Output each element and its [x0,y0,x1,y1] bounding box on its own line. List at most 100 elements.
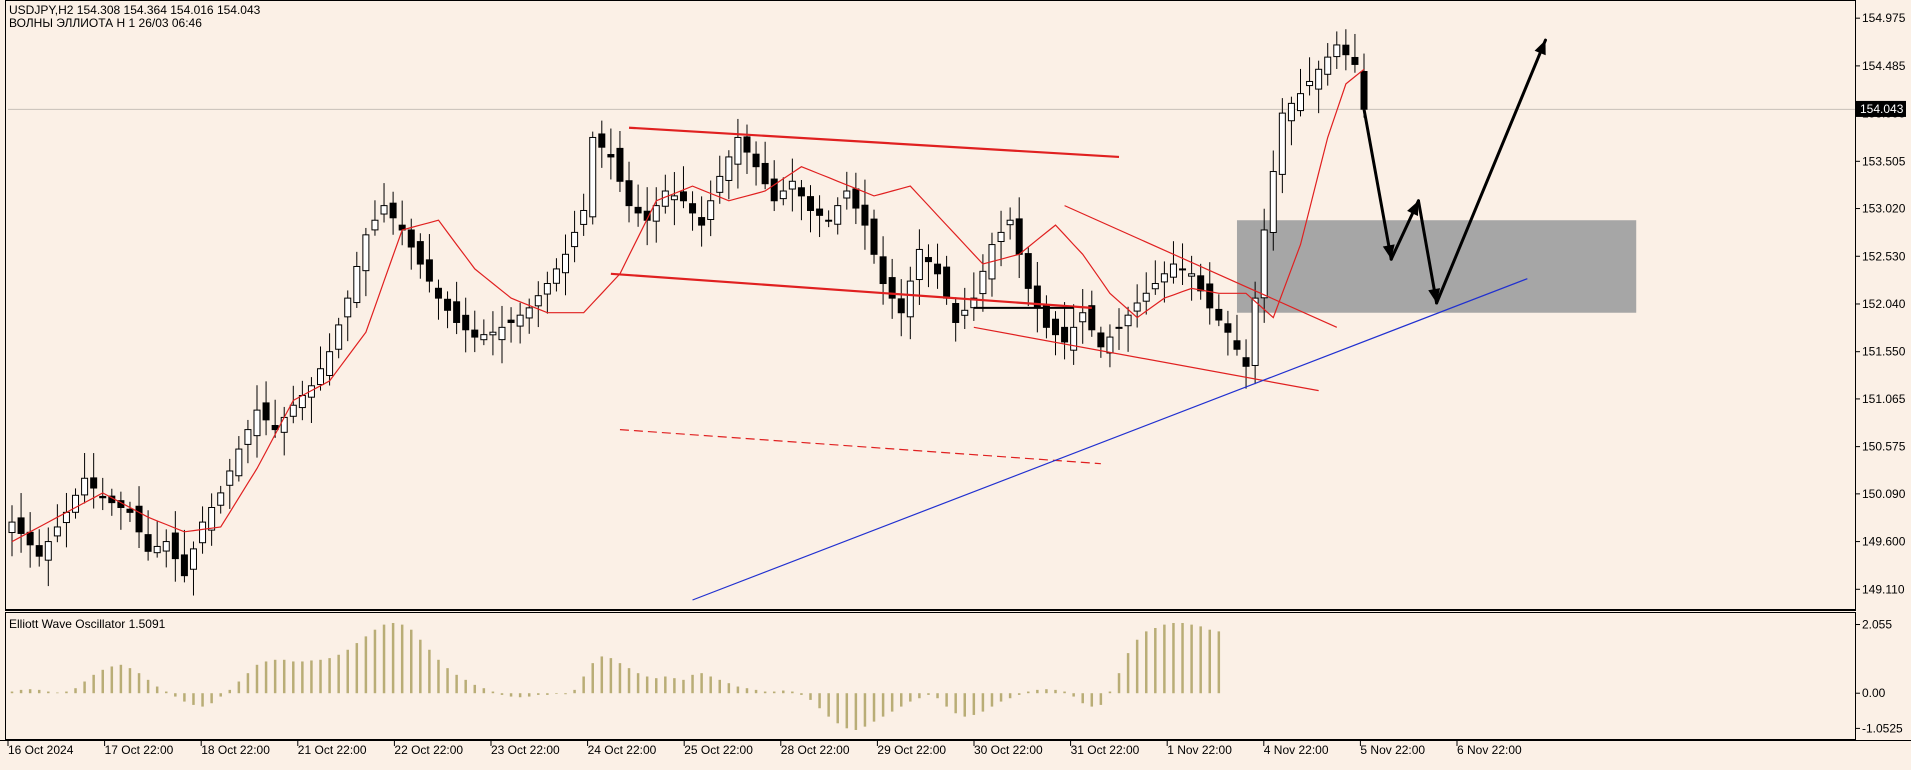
candle-body-bear [453,301,461,323]
candle-body-bull [661,190,669,207]
indicator-header: ВОЛНЫ ЭЛЛИОТА H 1 26/03 06:46 [9,16,202,30]
candle [1215,294,1223,327]
candle-body-bear [743,136,751,153]
candle-body-bull [915,248,923,281]
candle-body-bull [843,190,851,199]
candle [1306,57,1314,96]
candle-body-bear [471,329,479,338]
candle [634,184,642,227]
candle [1097,326,1105,358]
candle-body-bull [162,541,170,552]
candle-body-bull [498,326,506,341]
candle-body-bear [1024,253,1032,289]
candle-body-bull [1142,292,1150,302]
candle [153,521,161,558]
candle [380,183,388,223]
forecast-segment [1416,199,1439,305]
candle [35,529,43,567]
candle [1342,29,1350,71]
price-tick-label: 150.575 [1862,440,1906,454]
candle [271,399,279,438]
candle-body-bull [1251,297,1259,366]
candle-body-bull [589,136,597,218]
time-tick-label: 30 Oct 22:00 [974,743,1043,757]
candle [81,452,89,504]
candle-body-bear [126,508,134,513]
candle-body-bear [761,162,769,185]
time-tick-label: 1 Nov 22:00 [1167,743,1232,757]
candle [661,174,669,214]
candle [498,305,506,364]
forecast-arrowhead [1534,40,1546,56]
candle-body-bear [1088,305,1096,331]
candle-body-bull [289,404,297,417]
candle-body-bear [1342,44,1350,56]
candle-body-bull [1115,326,1123,329]
symbol-header: USDJPY,H2 154.308 154.364 154.016 154.04… [9,3,261,17]
candle-body-bull [53,526,61,537]
candle [117,491,125,530]
candle [797,180,805,221]
candle-body-bear [434,287,442,299]
candle-body-bear [897,298,905,314]
candle [180,529,188,583]
candle [1033,261,1041,333]
current-price-box [1856,100,1906,117]
candle-body-bull [1324,56,1332,75]
candle-body-bull [562,253,570,274]
candle [344,290,352,342]
candle-body-bear [180,554,188,577]
candle-body-bear [425,259,433,282]
candle [852,172,860,225]
time-tick-label: 18 Oct 22:00 [201,743,270,757]
candle [244,419,252,464]
candle-body-bull [489,331,497,336]
candle [1278,98,1286,194]
candle-body-bear [816,208,824,216]
candle-body-bull [280,416,288,433]
candle-body-bear [1360,71,1368,110]
candle-body-bear [770,178,778,202]
candle [1233,314,1241,356]
candle-body-bull [371,219,379,231]
candle-body-bull [72,494,80,513]
candle-body-bear [943,266,951,299]
candle [208,493,216,546]
candle-body-bull [734,136,742,165]
time-tick-label: 29 Oct 22:00 [877,743,946,757]
price-tick-label: 153.020 [1862,202,1906,216]
candle-body-bear [807,196,815,211]
price-tick-label: 154.975 [1862,11,1906,25]
candle-body-bear [679,191,687,202]
candle [961,287,969,329]
candle [171,511,179,582]
candle [62,492,70,548]
candle-body-bull [317,368,325,386]
candle [670,172,678,226]
time-tick-label: 5 Nov 22:00 [1360,743,1425,757]
candle [915,229,923,305]
candle-body-bull [189,548,197,570]
candle [1242,339,1250,389]
candle-body-bear [1206,283,1214,309]
candle-body-bear [135,505,143,533]
candle-body-bear [934,263,942,275]
candle [589,131,597,225]
candle-body-bull [1151,283,1159,290]
candle-body-bull [199,521,207,544]
candle-body-bull [1006,219,1014,226]
candle [1106,324,1114,368]
candle [580,193,588,236]
candle [543,271,551,314]
candle [1324,43,1332,86]
price-tick-label: 151.550 [1862,345,1906,359]
candle-body-bull [571,231,579,248]
candle [1024,246,1032,307]
candle-body-bull [8,521,16,534]
candle-body-bear [1224,323,1232,333]
candle-body-bull [825,219,833,222]
candle-body-bull [997,231,1005,243]
osc-tick-label: 2.055 [1862,618,1892,632]
candle [843,171,851,210]
